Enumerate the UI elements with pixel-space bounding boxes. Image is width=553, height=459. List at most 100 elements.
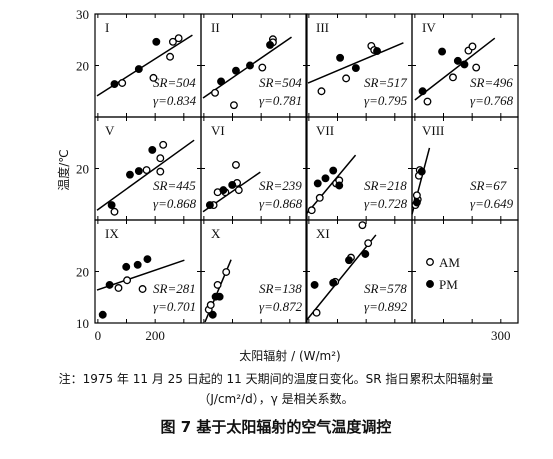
r-label: γ=0.768: [470, 93, 514, 108]
point: [222, 268, 231, 276]
point: [122, 262, 131, 271]
r-label: γ=0.649: [470, 196, 514, 211]
point: [317, 87, 326, 96]
point: [307, 206, 316, 215]
point: [336, 53, 345, 62]
point: [206, 301, 215, 309]
point: [166, 52, 175, 61]
point: [134, 167, 143, 176]
point: [364, 239, 373, 248]
fit-line: [414, 37, 496, 101]
note-line: （J/cm²/d），γ 是相关系数。: [198, 391, 353, 406]
point: [110, 207, 119, 216]
point: [266, 40, 274, 49]
point: [232, 160, 240, 169]
point: [142, 166, 151, 174]
point: [361, 250, 370, 258]
point: [329, 166, 338, 175]
point: [211, 88, 219, 97]
point: [134, 65, 143, 74]
r-label: γ=0.868: [259, 196, 303, 211]
point: [105, 280, 114, 289]
point: [417, 167, 426, 176]
point: [315, 193, 324, 202]
point: [246, 61, 254, 70]
point: [418, 87, 427, 96]
point: [453, 56, 462, 65]
point: [335, 181, 344, 190]
panel-label: VIII: [422, 123, 444, 138]
panel-label: X: [211, 226, 221, 241]
sr-label: SR=445: [153, 178, 196, 193]
point: [149, 73, 158, 82]
point: [342, 74, 351, 83]
point: [118, 79, 127, 87]
panel-label: IV: [422, 20, 436, 35]
sr-label: SR=496: [470, 75, 513, 90]
point: [358, 221, 367, 230]
sr-label: SR=517: [364, 75, 407, 90]
point: [423, 97, 432, 106]
point: [258, 63, 267, 72]
fit-line: [96, 139, 195, 211]
point: [138, 285, 147, 293]
point: [412, 191, 421, 200]
note-line: 注：1975 年 11 月 25 日起的 11 天期间的温度日变化。SR 指日累…: [59, 371, 494, 386]
point: [110, 80, 119, 88]
point: [217, 77, 226, 86]
point: [152, 37, 161, 46]
sr-label: SR=281: [153, 281, 196, 296]
point: [174, 34, 183, 43]
point: [460, 60, 469, 69]
point: [213, 280, 222, 289]
legend-label: PM: [439, 277, 458, 292]
panel-label: IX: [105, 226, 119, 241]
r-label: γ=0.892: [364, 299, 408, 314]
point: [159, 140, 168, 149]
point: [208, 310, 217, 319]
point: [123, 276, 132, 285]
point: [126, 170, 134, 179]
sr-label: SR=239: [259, 178, 302, 193]
point: [205, 201, 214, 210]
x-axis-label: 太阳辐射 / (W/m²): [239, 348, 340, 363]
point: [229, 101, 238, 110]
point: [234, 186, 243, 195]
r-label: γ=0.872: [259, 299, 303, 314]
point: [98, 310, 107, 319]
fit-line: [306, 234, 377, 321]
panel-label: I: [105, 20, 109, 35]
sr-label: SR=504: [153, 75, 196, 90]
caption: 图 7 基于太阳辐射的空气温度调控: [161, 418, 392, 436]
panel-label: III: [316, 20, 329, 35]
point: [472, 63, 481, 72]
point: [351, 64, 360, 73]
point: [219, 186, 228, 195]
r-label: γ=0.781: [259, 93, 302, 108]
x-tick-label: 0: [95, 328, 102, 343]
point: [313, 179, 322, 188]
point: [468, 42, 477, 51]
panel-label: XI: [316, 226, 330, 241]
point: [228, 181, 237, 189]
y-axis-label: 温度/℃: [56, 149, 71, 191]
point: [412, 198, 421, 207]
panel-label: V: [105, 123, 115, 138]
r-label: γ=0.834: [153, 93, 197, 108]
point: [232, 66, 240, 75]
y-tick-label: 20: [76, 265, 89, 280]
point: [312, 308, 321, 317]
x-tick-label: 200: [145, 328, 165, 343]
point: [329, 278, 338, 287]
panel-label: VII: [316, 123, 334, 138]
sr-label: SR=138: [259, 281, 302, 296]
y-tick-label: 20: [76, 162, 89, 177]
fit-line: [307, 42, 404, 84]
point: [321, 174, 330, 183]
x-tick-label: 300: [491, 328, 511, 343]
sr-label: SR=504: [259, 75, 302, 90]
fit-line: [305, 154, 357, 215]
panel-frame: [411, 219, 519, 324]
y-tick-label: 20: [76, 59, 89, 74]
